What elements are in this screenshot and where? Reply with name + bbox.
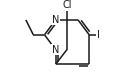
Text: N: N: [52, 45, 59, 55]
Text: N: N: [52, 15, 59, 25]
Text: Cl: Cl: [62, 0, 72, 10]
Text: I: I: [97, 30, 100, 40]
